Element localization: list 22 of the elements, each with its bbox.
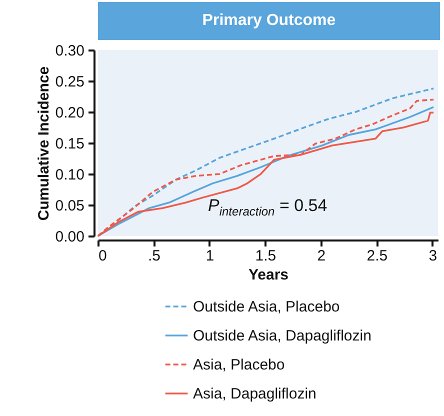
y-axis-title: Cumulative Incidence [35,66,52,221]
y-tick-label: 0.20 [55,104,84,122]
legend-label: Asia, Placebo [193,356,285,374]
y-tick-label: 0.10 [55,166,84,184]
y-tick-label: 0.30 [55,42,84,60]
x-tick-label: 2 [317,248,326,264]
x-tick-label: 1 [206,248,214,264]
chart-title: Primary Outcome [98,2,440,40]
y-tick-label: 0.25 [55,74,84,90]
x-axis-title: Years [248,266,289,284]
y-tick-label: 0.00 [55,228,84,246]
legend-label: Asia, Dapagliflozin [193,386,316,402]
x-tick-label: .5 [148,248,160,264]
y-tick-label: 0.15 [55,136,84,152]
x-tick-label: 0 [98,248,107,264]
y-tick-label: 0.05 [55,198,84,214]
x-tick-label: 2.5 [366,248,388,264]
x-tick-label: 3 [428,248,438,264]
legend-label: Outside Asia, Dapagliflozin [193,328,372,344]
annotation: P$_{interaction}$ = 0.54 [208,196,328,218]
x-tick-label: 1.5 [255,248,276,264]
legend-label: Outside Asia, Placebo [193,298,340,316]
